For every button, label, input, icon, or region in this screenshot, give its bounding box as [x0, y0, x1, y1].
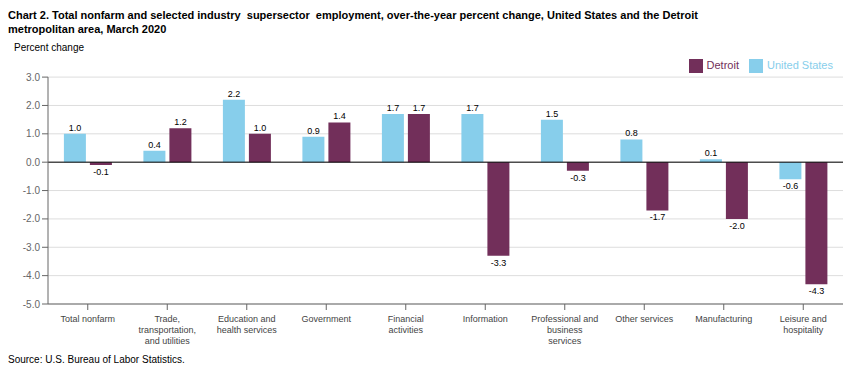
- svg-text:1.7: 1.7: [387, 103, 400, 113]
- svg-text:1.2: 1.2: [174, 117, 187, 127]
- svg-text:Education andhealth services: Education andhealth services: [217, 314, 278, 335]
- svg-text:0.8: 0.8: [625, 128, 638, 138]
- svg-text:-1.0: -1.0: [23, 185, 41, 196]
- svg-text:0.0: 0.0: [26, 157, 40, 168]
- svg-text:0.4: 0.4: [148, 140, 161, 150]
- svg-text:0.1: 0.1: [705, 148, 718, 158]
- svg-text:-0.1: -0.1: [93, 167, 109, 177]
- svg-text:Professional andbusinessservic: Professional andbusinessservices: [531, 314, 598, 346]
- svg-text:Trade,transportation,and utili: Trade,transportation,and utilities: [138, 314, 196, 346]
- svg-text:Financialactivities: Financialactivities: [388, 314, 424, 335]
- html-text:Detroit: Detroit: [706, 59, 739, 71]
- html-text:Percent change: Percent change: [14, 42, 85, 53]
- svg-text:2.0: 2.0: [26, 100, 40, 111]
- svg-text:1.0: 1.0: [69, 123, 82, 133]
- html-text:Chart 2. Total nonfarm and sel: Chart 2. Total nonfarm and selected indu…: [8, 9, 698, 21]
- svg-text:3.0: 3.0: [26, 72, 40, 83]
- svg-text:Leisure andhospitality: Leisure andhospitality: [780, 314, 827, 335]
- svg-text:1.7: 1.7: [466, 103, 479, 113]
- svg-text:Total nonfarm: Total nonfarm: [60, 314, 115, 324]
- svg-text:-4.3: -4.3: [809, 286, 825, 296]
- svg-text:Government: Government: [301, 314, 351, 324]
- svg-text:Information: Information: [463, 314, 508, 324]
- svg-text:0.9: 0.9: [307, 126, 320, 136]
- svg-text:-1.7: -1.7: [650, 212, 666, 222]
- svg-text:-5.0: -5.0: [23, 299, 41, 310]
- svg-text:-0.3: -0.3: [570, 173, 586, 183]
- svg-text:1.4: 1.4: [333, 111, 346, 121]
- svg-text:-3.0: -3.0: [23, 242, 41, 253]
- svg-text:-3.3: -3.3: [491, 258, 507, 268]
- html-text:metropolitan area, March 2020: metropolitan area, March 2020: [8, 23, 167, 35]
- html-text:United States: United States: [767, 59, 833, 71]
- svg-text:1.5: 1.5: [546, 109, 559, 119]
- svg-text:-2.0: -2.0: [23, 213, 41, 224]
- svg-text:-2.0: -2.0: [729, 221, 745, 231]
- svg-text:Manufacturing: Manufacturing: [695, 314, 752, 324]
- svg-text:2.2: 2.2: [228, 89, 241, 99]
- svg-text:-0.6: -0.6: [783, 181, 799, 191]
- svg-text:1.0: 1.0: [26, 128, 40, 139]
- svg-text:1.7: 1.7: [413, 103, 426, 113]
- svg-text:1.0: 1.0: [254, 123, 267, 133]
- svg-text:Other services: Other services: [615, 314, 674, 324]
- html-text:Source: U.S. Bureau of Labor S: Source: U.S. Bureau of Labor Statistics.: [8, 354, 185, 365]
- svg-text:-4.0: -4.0: [23, 270, 41, 281]
